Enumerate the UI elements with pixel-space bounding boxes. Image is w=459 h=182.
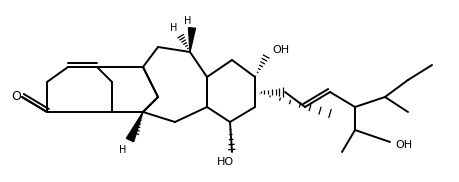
Polygon shape: [126, 112, 143, 142]
Text: OH: OH: [271, 45, 289, 55]
Polygon shape: [188, 28, 195, 52]
Text: H: H: [170, 23, 177, 33]
Text: O: O: [11, 90, 21, 104]
Text: HO: HO: [216, 157, 233, 167]
Text: H: H: [119, 145, 126, 155]
Text: OH: OH: [394, 140, 411, 150]
Text: H: H: [184, 16, 191, 26]
